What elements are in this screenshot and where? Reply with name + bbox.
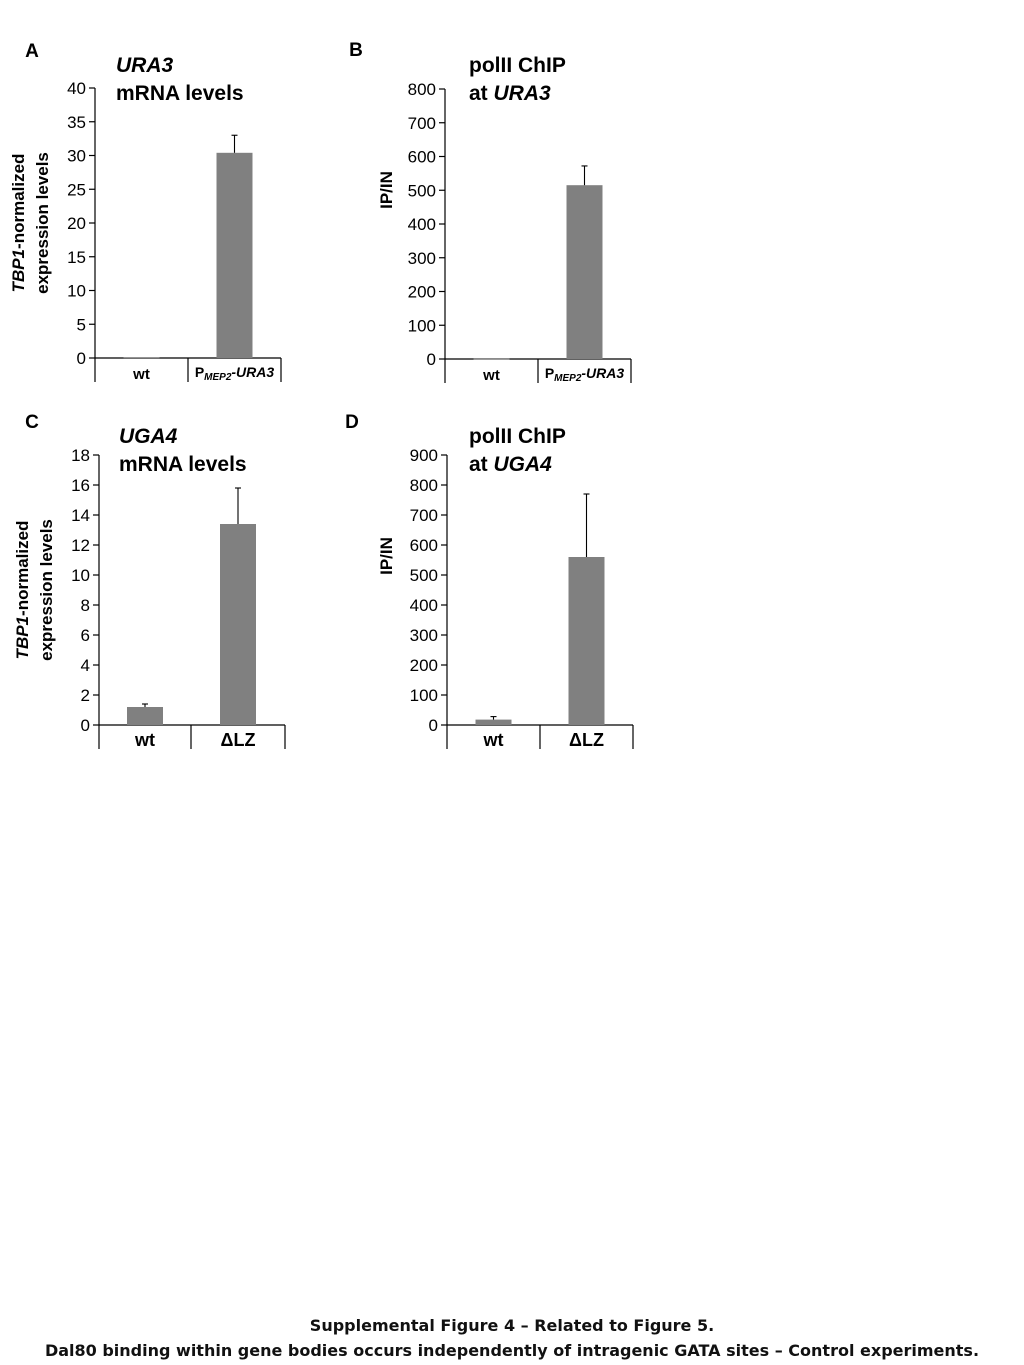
x-category-label: ΔLZ <box>221 730 256 750</box>
y-tick-label: 600 <box>408 148 436 167</box>
figure-caption-title: Supplemental Figure 4 – Related to Figur… <box>309 1316 715 1335</box>
y-tick-label: 0 <box>427 350 436 369</box>
y-tick-label: 30 <box>67 147 86 166</box>
y-tick-label: 0 <box>429 716 438 735</box>
y-axis-label: expression levels <box>33 152 52 294</box>
chart-title-line: mRNA levels <box>116 82 244 105</box>
chart-title-line: polII ChIP <box>469 54 566 77</box>
x-category-label: PMEP2-URA3 <box>195 364 275 383</box>
y-tick-label: 200 <box>408 283 436 302</box>
y-tick-label: 400 <box>408 215 436 234</box>
y-tick-label: 800 <box>408 80 436 99</box>
bar-0 <box>123 357 160 359</box>
y-tick-label: 40 <box>67 79 86 98</box>
bar-1 <box>568 557 605 725</box>
y-tick-label: 8 <box>81 596 90 615</box>
y-tick-label: 100 <box>408 316 436 335</box>
x-category-label: wt <box>483 730 504 750</box>
chart-title-line: mRNA levels <box>119 453 247 476</box>
chart-title-line: UGA4 <box>119 425 178 448</box>
panel-label: B <box>349 40 363 61</box>
bar-0 <box>473 358 510 360</box>
y-tick-label: 500 <box>408 181 436 200</box>
y-tick-label: 800 <box>410 476 438 495</box>
y-tick-label: 0 <box>81 716 90 735</box>
figure-caption-subtitle: Dal80 binding within gene bodies occurs … <box>44 1341 980 1360</box>
y-axis-label: IP/IN <box>377 171 396 209</box>
y-tick-label: 6 <box>81 626 90 645</box>
y-tick-label: 400 <box>410 596 438 615</box>
x-category-label: wt <box>132 366 150 383</box>
y-tick-label: 10 <box>71 566 90 585</box>
panel-label: C <box>25 412 39 433</box>
bar-1 <box>220 524 256 725</box>
y-tick-label: 20 <box>67 214 86 233</box>
y-axis-label: TBP1-normalized <box>9 154 28 293</box>
x-category-label: PMEP2-URA3 <box>545 365 625 384</box>
y-tick-label: 14 <box>71 506 90 525</box>
bar-1 <box>216 152 253 358</box>
y-tick-label: 500 <box>410 566 438 585</box>
chart-title-line: at UGA4 <box>469 453 552 476</box>
panel-label: A <box>25 41 39 62</box>
y-tick-label: 16 <box>71 476 90 495</box>
panel-a: A URA3 mRNA levels TBP1-normalized expressio… <box>9 41 282 383</box>
y-tick-label: 900 <box>410 446 438 465</box>
y-tick-label: 700 <box>408 114 436 133</box>
chart-title-line: URA3 <box>116 54 173 77</box>
x-category-label: ΔLZ <box>569 730 604 750</box>
chart-title-line: polII ChIP <box>469 425 566 448</box>
y-axis-label: TBP1-normalized <box>13 521 32 660</box>
y-tick-label: 10 <box>67 282 86 301</box>
x-category-label: wt <box>482 367 500 384</box>
y-tick-label: 4 <box>81 656 90 675</box>
y-tick-label: 25 <box>67 180 86 199</box>
panel-label: D <box>345 412 359 433</box>
panel-c: C UGA4 mRNA levels TBP1-normalized expressio… <box>13 412 286 750</box>
y-tick-label: 100 <box>410 686 438 705</box>
y-tick-label: 15 <box>67 248 86 267</box>
y-tick-label: 35 <box>67 113 86 132</box>
y-tick-label: 18 <box>71 446 90 465</box>
x-category-label: wt <box>134 730 155 750</box>
y-tick-label: 5 <box>77 315 86 334</box>
bar-1 <box>566 185 603 359</box>
y-tick-label: 700 <box>410 506 438 525</box>
y-tick-label: 200 <box>410 656 438 675</box>
y-tick-label: 12 <box>71 536 90 555</box>
chart-title-line: at URA3 <box>469 82 551 105</box>
y-tick-label: 300 <box>408 249 436 268</box>
bar-0 <box>475 719 512 725</box>
y-axis-label: IP/IN <box>377 537 396 575</box>
y-tick-label: 300 <box>410 626 438 645</box>
y-axis-label: expression levels <box>37 519 56 661</box>
bar-0 <box>127 707 163 725</box>
y-tick-label: 0 <box>77 349 86 368</box>
y-tick-label: 2 <box>81 686 90 705</box>
y-tick-label: 600 <box>410 536 438 555</box>
